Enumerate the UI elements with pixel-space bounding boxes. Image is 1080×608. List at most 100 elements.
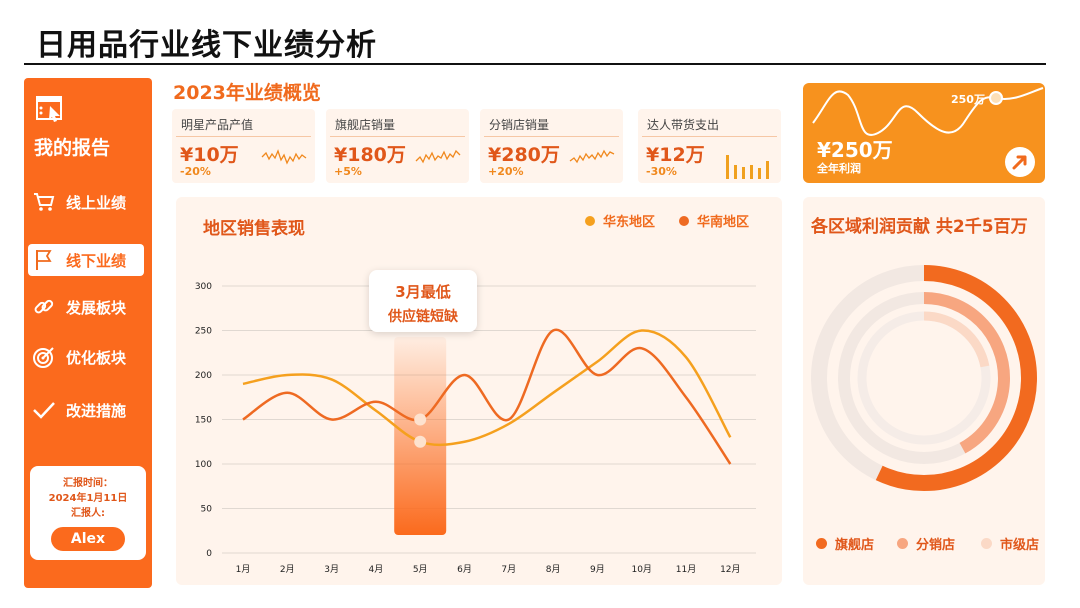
annual-profit-card: 250万 ¥250万 全年利润 [803, 83, 1045, 183]
legend-label: 旗舰店 [835, 538, 875, 553]
legend-east[interactable]: 华东地区 [585, 211, 655, 230]
legend-south[interactable]: 华南地区 [679, 211, 749, 230]
annotation-line1: 3月最低 [395, 283, 451, 301]
kpi-sparkline-icon [415, 149, 461, 164]
x-tick-label: 9月 [590, 564, 605, 575]
kpi-value: ¥280万 [488, 144, 560, 166]
y-tick-label: 150 [195, 416, 212, 426]
kpi-divider [484, 136, 619, 137]
flag-icon [32, 248, 56, 272]
link-icon [32, 295, 56, 319]
nav-label: 优化板块 [66, 348, 127, 367]
report-logo-icon [36, 94, 66, 124]
highlight-point [414, 413, 427, 426]
ring-旗舰店 [811, 265, 1037, 491]
nav-label: 改进措施 [66, 401, 127, 420]
y-tick-label: 300 [195, 282, 212, 292]
sales-line-chart: 0 50 100 150 200 250 300 1月 2月 3月 4月 5月 6月 7月 8月 9月 10月 1… [195, 282, 756, 575]
kpi-divider [642, 136, 777, 137]
nav-item-offline[interactable]: 线下业绩 [28, 244, 144, 276]
legend-dot [679, 215, 689, 226]
report-date: 2024年1月11日 [48, 493, 128, 504]
trend-up-arrow-icon [1005, 147, 1035, 177]
report-info-card: 汇报时间： 2024年1月11日 汇报人: Alex [30, 466, 146, 560]
y-tick-label: 250 [195, 327, 212, 337]
nav-item-development[interactable]: 发展板块 [28, 291, 144, 323]
legend-label: 华东地区 [603, 215, 656, 230]
kpi-value: ¥12万 [646, 144, 705, 166]
donut-title: 各区域利润贡献 共2千5百万 [811, 217, 1028, 237]
kpi-divider [330, 136, 465, 137]
annotation-line2: 供应链短缺 [388, 309, 458, 325]
report-time-label: 汇报时间： [63, 478, 113, 489]
legend-label: 分销店 [916, 538, 956, 553]
y-tick-label: 50 [201, 505, 213, 515]
nav-label: 线下业绩 [66, 251, 127, 270]
legend-label: 市级店 [1000, 538, 1040, 553]
ring-市级店 [857, 311, 991, 445]
legend-dot [585, 215, 595, 226]
overview-title: 2023年业绩概览 [173, 82, 321, 104]
x-tick-label: 1月 [236, 564, 251, 575]
kpi-label: 分销店销量 [489, 118, 550, 132]
kpi-change: +20% [488, 165, 524, 178]
title-divider [24, 63, 1046, 65]
reporter-badge: Alex [51, 527, 125, 551]
x-tick-label: 5月 [413, 564, 428, 575]
nav-label: 发展板块 [66, 298, 127, 317]
nav-item-optimization[interactable]: 优化板块 [28, 341, 144, 373]
profit-label: 全年利润 [817, 162, 861, 175]
low-point-annotation: 3月最低 供应链短缺 [369, 270, 477, 332]
highlight-point [414, 435, 427, 448]
legend-label: 华南地区 [697, 215, 750, 230]
legend-dot [981, 538, 992, 549]
profit-peak-label: 250万 [951, 93, 985, 106]
nav-item-online[interactable]: 线上业绩 [28, 186, 144, 218]
profit-donut-chart [811, 265, 1037, 491]
x-tick-label: 12月 [720, 564, 740, 575]
report-title: 我的报告 [34, 137, 111, 159]
check-icon [32, 398, 56, 422]
x-tick-label: 6月 [457, 564, 472, 575]
kpi-value: ¥10万 [180, 144, 239, 166]
x-tick-label: 11月 [676, 564, 696, 575]
legend-distribution[interactable]: 分销店 [897, 534, 955, 553]
x-tick-label: 8月 [546, 564, 561, 575]
x-tick-label: 2月 [280, 564, 295, 575]
kpi-label: 达人带货支出 [647, 118, 720, 132]
chart-title: 地区销售表现 [203, 219, 305, 239]
x-tick-label: 7月 [501, 564, 516, 575]
legend-dot [816, 538, 827, 549]
y-tick-label: 200 [195, 371, 212, 381]
legend-flagship[interactable]: 旗舰店 [816, 534, 874, 553]
sidebar: 我的报告 线上业绩 线下业绩 发展板块 优化板块 改进措施 汇报时间： 2024… [24, 78, 152, 588]
kpi-label: 明星产品产值 [181, 118, 254, 132]
profit-wave-icon [812, 87, 1044, 136]
x-tick-label: 10月 [631, 564, 651, 575]
kpi-change: -20% [180, 165, 211, 178]
kpi-card: 分销店销量 ¥280万 +20% [480, 109, 623, 183]
kpi-card: 明星产品产值 ¥10万 -20% [172, 109, 315, 183]
page-title: 日用品行业线下业绩分析 [36, 28, 377, 63]
kpi-minibar-icon [726, 155, 769, 179]
kpi-sparkline-icon [261, 149, 307, 165]
kpi-divider [176, 136, 311, 137]
nav-label: 线上业绩 [66, 193, 127, 212]
profit-value: ¥250万 [817, 138, 893, 162]
kpi-change: +5% [334, 165, 362, 178]
y-tick-label: 100 [195, 460, 212, 470]
nav-item-improvement[interactable]: 改进措施 [28, 394, 144, 426]
kpi-value: ¥180万 [334, 144, 406, 166]
ring-分销店 [838, 292, 1010, 464]
kpi-card: 达人带货支出 ¥12万 -30% [638, 109, 781, 183]
x-tick-label: 3月 [324, 564, 339, 575]
x-tick-label: 4月 [369, 564, 384, 575]
kpi-sparkline-icon [569, 149, 615, 164]
kpi-change: -30% [646, 165, 677, 178]
series-line-east [242, 329, 732, 447]
target-icon [32, 345, 56, 369]
kpi-card: 旗舰店销量 ¥180万 +5% [326, 109, 469, 183]
legend-city[interactable]: 市级店 [981, 534, 1039, 553]
legend-dot [897, 538, 908, 549]
series-line-south [242, 328, 732, 465]
